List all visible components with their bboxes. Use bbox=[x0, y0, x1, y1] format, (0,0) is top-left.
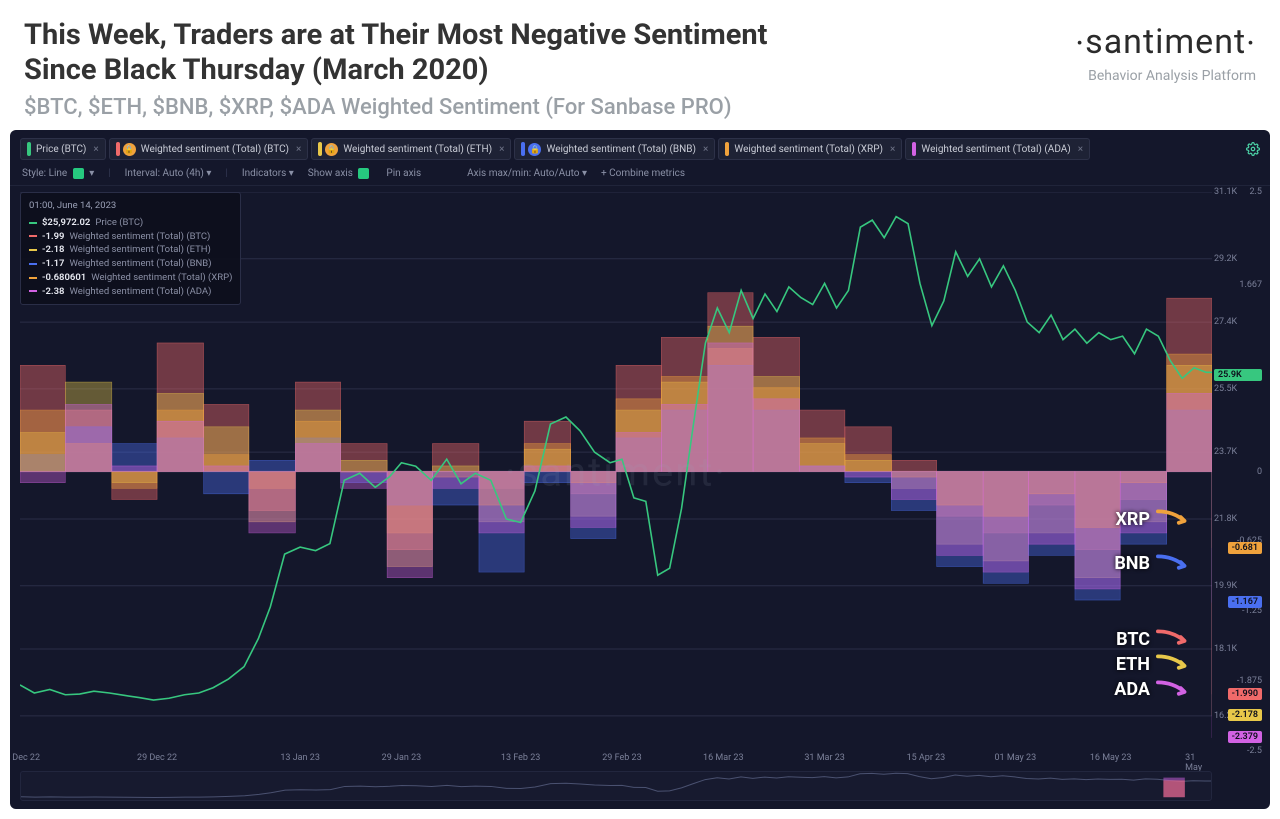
callout-bnb: BNB bbox=[1114, 552, 1194, 576]
brand-block: ·santiment· Behavior Analysis Platform bbox=[1075, 18, 1256, 84]
x-tick: 29 Jan 23 bbox=[382, 753, 422, 763]
callout-ada: ADA bbox=[1114, 678, 1194, 702]
chip-label: Weighted sentiment (Total) (BTC) bbox=[141, 144, 289, 155]
legend-row: -1.17 Weighted sentiment (Total) (BNB) bbox=[29, 257, 232, 271]
metric-chips-row: Price (BTC)×🔒Weighted sentiment (Total) … bbox=[10, 130, 1270, 164]
metric-chip[interactable]: 🔒Weighted sentiment (Total) (BNB)× bbox=[514, 138, 715, 160]
x-axis: 07 Dec 2229 Dec 2213 Jan 2329 Jan 2313 F… bbox=[20, 753, 1212, 767]
metric-chip[interactable]: Price (BTC) × bbox=[20, 138, 106, 160]
axis-badge-sentiment: -0.681 bbox=[1228, 542, 1262, 554]
metric-chip[interactable]: Weighted sentiment (Total) (XRP) × bbox=[718, 138, 902, 160]
axis-badge-price: 25.9K bbox=[1214, 369, 1262, 381]
hover-legend-box: 01:00, June 14, 2023 $25,972.02 Price (B… bbox=[20, 192, 241, 305]
chip-close-icon[interactable]: × bbox=[296, 144, 301, 155]
x-tick: 07 Dec 22 bbox=[10, 753, 40, 763]
legend-timestamp: 01:00, June 14, 2023 bbox=[29, 199, 232, 213]
metric-chip[interactable]: 🔒Weighted sentiment (Total) (ETH)× bbox=[311, 138, 511, 160]
chart-plot-area[interactable]: 01:00, June 14, 2023 $25,972.02 Price (B… bbox=[20, 192, 1212, 751]
style-selector[interactable]: Style: Line ▾ bbox=[22, 168, 94, 179]
axis-badge-sentiment: -2.379 bbox=[1228, 731, 1262, 743]
axis-badge-sentiment: -1.990 bbox=[1228, 688, 1262, 700]
interval-selector[interactable]: Interval: Auto (4h) ▾ bbox=[125, 168, 212, 179]
x-tick: 31 Mar 23 bbox=[804, 753, 845, 763]
legend-row: -2.18 Weighted sentiment (Total) (ETH) bbox=[29, 243, 232, 257]
x-tick: 13 Feb 23 bbox=[501, 753, 540, 763]
callout-btc: BTC bbox=[1116, 627, 1194, 651]
chart-app: Price (BTC)×🔒Weighted sentiment (Total) … bbox=[10, 130, 1270, 809]
callout-eth: ETH bbox=[1116, 652, 1194, 676]
overview-strip[interactable] bbox=[20, 771, 1212, 801]
indicators-button[interactable]: Indicators ▾ bbox=[242, 168, 294, 179]
axis-badge-sentiment: -2.178 bbox=[1228, 709, 1262, 721]
x-tick: 16 Mar 23 bbox=[703, 753, 744, 763]
brand-name: ·santiment· bbox=[1075, 22, 1256, 64]
metric-chip[interactable]: 🔒Weighted sentiment (Total) (BTC)× bbox=[109, 138, 309, 160]
legend-row: -1.99 Weighted sentiment (Total) (BTC) bbox=[29, 230, 232, 244]
chart-toolbar: Style: Line ▾ | Interval: Auto (4h) ▾ | … bbox=[10, 164, 1270, 186]
chip-label: Weighted sentiment (Total) (BNB) bbox=[546, 144, 696, 155]
chip-label: Price (BTC) bbox=[36, 144, 86, 155]
headline-block: This Week, Traders are at Their Most Neg… bbox=[24, 18, 824, 120]
chip-label: Weighted sentiment (Total) (XRP) bbox=[734, 144, 883, 155]
chip-close-icon[interactable]: × bbox=[93, 144, 98, 155]
chip-label: Weighted sentiment (Total) (ETH) bbox=[343, 144, 492, 155]
legend-row: -2.38 Weighted sentiment (Total) (ADA) bbox=[29, 285, 232, 299]
right-y-axes: 31.1K29.2K27.4K25.5K23.7K21.8K19.9K18.1K… bbox=[1214, 192, 1262, 751]
chip-close-icon[interactable]: × bbox=[1078, 144, 1083, 155]
chip-close-icon[interactable]: × bbox=[703, 144, 708, 155]
x-tick: 01 May 23 bbox=[994, 753, 1036, 763]
chip-close-icon[interactable]: × bbox=[890, 144, 895, 155]
axis-minmax-button[interactable]: Axis max/min: Auto/Auto ▾ bbox=[467, 168, 587, 179]
legend-row: -0.680601 Weighted sentiment (Total) (XR… bbox=[29, 271, 232, 285]
metric-chip[interactable]: Weighted sentiment (Total) (ADA) × bbox=[905, 138, 1090, 160]
header: This Week, Traders are at Their Most Neg… bbox=[0, 0, 1280, 130]
x-tick: 13 Jan 23 bbox=[280, 753, 320, 763]
x-tick: 29 Dec 22 bbox=[137, 753, 177, 763]
settings-gear-icon[interactable] bbox=[1246, 142, 1260, 156]
x-tick: 16 May 23 bbox=[1090, 753, 1132, 763]
x-tick: 29 Feb 23 bbox=[602, 753, 641, 763]
axis-badge-sentiment: -1.167 bbox=[1228, 596, 1262, 608]
legend-row: $25,972.02 Price (BTC) bbox=[29, 216, 232, 230]
show-axis-toggle[interactable]: Show axis bbox=[308, 168, 373, 179]
chip-label: Weighted sentiment (Total) (ADA) bbox=[921, 144, 1070, 155]
page-title: This Week, Traders are at Their Most Neg… bbox=[24, 18, 824, 89]
pin-axis-toggle[interactable]: Pin axis bbox=[386, 168, 421, 179]
brand-tagline: Behavior Analysis Platform bbox=[1075, 68, 1256, 84]
x-tick: 15 Apr 23 bbox=[907, 753, 946, 763]
combine-metrics-button[interactable]: + Combine metrics bbox=[601, 168, 685, 179]
chip-close-icon[interactable]: × bbox=[499, 144, 504, 155]
callout-xrp: XRP bbox=[1115, 507, 1194, 531]
page-subtitle: $BTC, $ETH, $BNB, $XRP, $ADA Weighted Se… bbox=[24, 95, 824, 120]
